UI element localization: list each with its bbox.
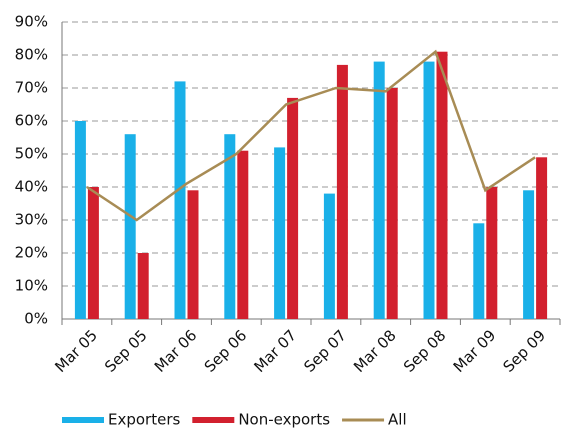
x-tick-label: Sep 08 [400,326,450,376]
y-tick-label: 90% [15,13,48,31]
line [86,49,536,222]
x-tick-label: Sep 06 [201,326,251,376]
bar [174,81,186,320]
bar [137,253,149,319]
y-tick-label: 20% [15,244,48,262]
bar [386,88,398,319]
y-tick-label: 70% [15,79,48,97]
legend-label: Exporters [108,411,180,429]
legend-label: Non-exports [238,411,330,429]
x-tick-label: Sep 05 [101,326,151,376]
bar [436,51,448,319]
bar [87,187,99,319]
bar [124,134,136,319]
bar [237,150,249,319]
legend-label: All [388,411,407,429]
y-tick-label: 10% [15,277,48,295]
y-tick-label: 0% [24,310,48,328]
y-tick-label: 60% [15,112,48,130]
x-tick-label: Mar 07 [251,326,301,376]
bar [373,61,385,319]
legend-swatch [192,417,235,423]
bar [536,157,548,319]
bar [274,147,286,319]
bar [423,61,435,319]
bar [473,223,485,319]
y-tick-label: 80% [15,46,48,64]
bar [224,134,236,319]
bar [336,64,348,320]
legend-swatch [62,417,104,423]
bar [287,97,299,320]
y-tick-label: 30% [15,211,48,229]
bar [523,190,535,319]
x-tick-label: Mar 09 [450,326,500,376]
x-tick-label: Sep 09 [500,326,550,376]
bar [323,193,335,319]
y-tick-label: 50% [15,145,48,163]
x-tick-label: Mar 05 [51,326,101,376]
x-tick-label: Mar 06 [151,326,201,376]
bar [74,121,86,319]
bar [187,190,199,319]
y-tick-label: 40% [15,178,48,196]
x-tick-label: Mar 08 [350,326,400,376]
x-tick-label: Sep 07 [300,326,350,376]
bar [486,187,498,319]
